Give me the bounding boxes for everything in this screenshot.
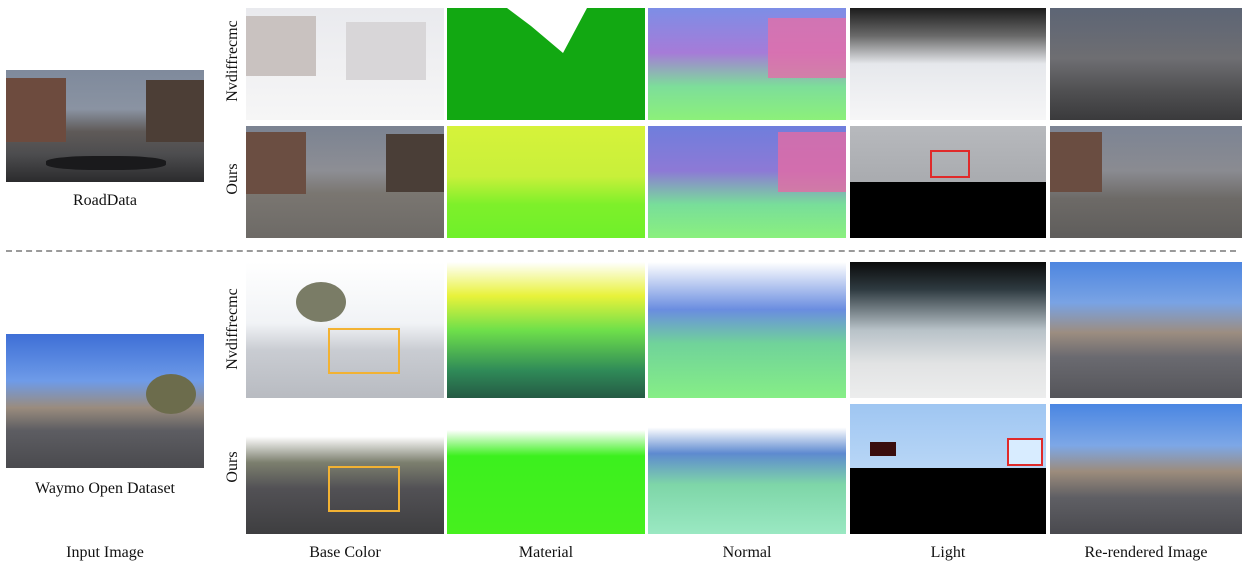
roaddata-nvdiffrecmc-material bbox=[447, 8, 645, 120]
roaddata-ours-material bbox=[447, 126, 645, 238]
waymo-dataset-label: Waymo Open Dataset bbox=[35, 480, 175, 497]
waymo-nvdiffrecmc-highlight-box bbox=[328, 328, 400, 374]
roaddata-nvdiffrecmc-normal bbox=[648, 8, 846, 120]
waymo-nvdiffrecmc-material bbox=[447, 262, 645, 398]
caption-light: Light bbox=[930, 544, 966, 561]
waymo-ours-row-label: Ours bbox=[224, 451, 241, 483]
roaddata-ours-rerendered bbox=[1050, 126, 1242, 238]
waymo-input-image bbox=[6, 334, 204, 468]
roaddata-ours-base-color bbox=[246, 126, 444, 238]
roaddata-ours-normal bbox=[648, 126, 846, 238]
waymo-ours-base-color bbox=[246, 404, 444, 534]
waymo-ours-light bbox=[850, 404, 1046, 534]
waymo-light-highlight-box bbox=[1007, 438, 1043, 466]
section-divider bbox=[6, 250, 1236, 252]
roaddata-ours-row-label: Ours bbox=[224, 163, 241, 195]
waymo-ours-material bbox=[447, 404, 645, 534]
caption-normal: Normal bbox=[722, 544, 772, 561]
waymo-ours-normal bbox=[648, 404, 846, 534]
roaddata-nvdiffrecmc-rerendered bbox=[1050, 8, 1242, 120]
roaddata-nvdiffrecmc-base-color bbox=[246, 8, 444, 120]
waymo-nvdiffrecmc-row-label: Nvdiffrecmc bbox=[224, 288, 241, 370]
caption-base-color: Base Color bbox=[309, 544, 381, 561]
roaddata-light-highlight-box bbox=[930, 150, 970, 178]
roaddata-dataset-label: RoadData bbox=[73, 192, 137, 209]
roaddata-input-image bbox=[6, 70, 204, 182]
waymo-nvdiffrecmc-light bbox=[850, 262, 1046, 398]
waymo-nvdiffrecmc-base-color bbox=[246, 262, 444, 398]
waymo-ours-rerendered bbox=[1050, 404, 1242, 534]
roaddata-nvdiffrecmc-row-label: Nvdiffrecmc bbox=[224, 20, 241, 102]
caption-material: Material bbox=[518, 544, 574, 561]
roaddata-ours-light bbox=[850, 126, 1046, 238]
waymo-nvdiffrecmc-rerendered bbox=[1050, 262, 1242, 398]
caption-input-image: Input Image bbox=[66, 544, 144, 561]
roaddata-nvdiffrecmc-light bbox=[850, 8, 1046, 120]
caption-rerendered-image: Re-rendered Image bbox=[1084, 544, 1208, 561]
waymo-ours-highlight-box bbox=[328, 466, 400, 512]
waymo-nvdiffrecmc-normal bbox=[648, 262, 846, 398]
